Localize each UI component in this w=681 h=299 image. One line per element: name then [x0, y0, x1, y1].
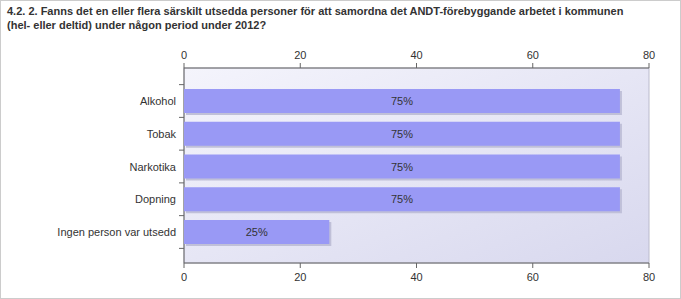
bar	[184, 89, 620, 113]
tick-label: 80	[643, 49, 655, 61]
axis-line	[184, 263, 649, 264]
title: 4.2. 2. Fanns det en eller flera särskil…	[7, 4, 647, 32]
tick	[300, 63, 301, 68]
category-tick	[179, 150, 184, 151]
category-label: Tobak	[147, 128, 177, 140]
bar	[184, 122, 620, 146]
bar	[184, 187, 620, 211]
plot-area	[184, 68, 649, 263]
tick	[184, 63, 185, 68]
tick-label: 80	[643, 271, 655, 283]
data-label: 25%	[246, 226, 268, 238]
category-label: Alkohol	[140, 95, 176, 107]
data-label: 75%	[391, 128, 413, 140]
data-label: 75%	[391, 95, 413, 107]
tick-label: 0	[181, 271, 187, 283]
category-tick	[179, 84, 184, 85]
canvas: 0 0 20 20 40 40 60 60 80 80 Alkohol 75% Tobak 75% Nark…	[0, 0, 681, 299]
labels: Alkohol 75% Tobak 75% Narkotika 75% Dopning 75%…	[57, 95, 413, 238]
category-tick	[179, 215, 184, 216]
tick-label: 40	[410, 49, 422, 61]
bar	[184, 155, 620, 179]
tick	[416, 63, 417, 68]
category-label: Dopning	[135, 193, 176, 205]
tick	[300, 263, 301, 268]
tick	[532, 63, 533, 68]
tick	[649, 63, 650, 68]
tick-label: 20	[294, 271, 306, 283]
tick	[532, 263, 533, 268]
category-label: Narkotika	[130, 161, 177, 173]
data-label: 75%	[391, 193, 413, 205]
data-label: 75%	[391, 161, 413, 173]
frame	[1, 1, 681, 299]
tick-label: 60	[527, 271, 539, 283]
chart: 4.2. 2. Fanns det en eller flera särskil…	[0, 0, 681, 299]
axis-line	[184, 68, 649, 69]
tick	[649, 263, 650, 268]
bar	[184, 220, 329, 244]
category-tick	[179, 182, 184, 183]
tick-label: 40	[410, 271, 422, 283]
tick	[184, 263, 185, 268]
tick-label: 0	[181, 49, 187, 61]
tick-label: 60	[527, 49, 539, 61]
tick-label: 20	[294, 49, 306, 61]
category-label: Ingen person var utsedd	[57, 226, 176, 238]
category-tick	[179, 117, 184, 118]
category-tick	[179, 248, 184, 249]
bars	[184, 89, 622, 246]
tick	[416, 263, 417, 268]
